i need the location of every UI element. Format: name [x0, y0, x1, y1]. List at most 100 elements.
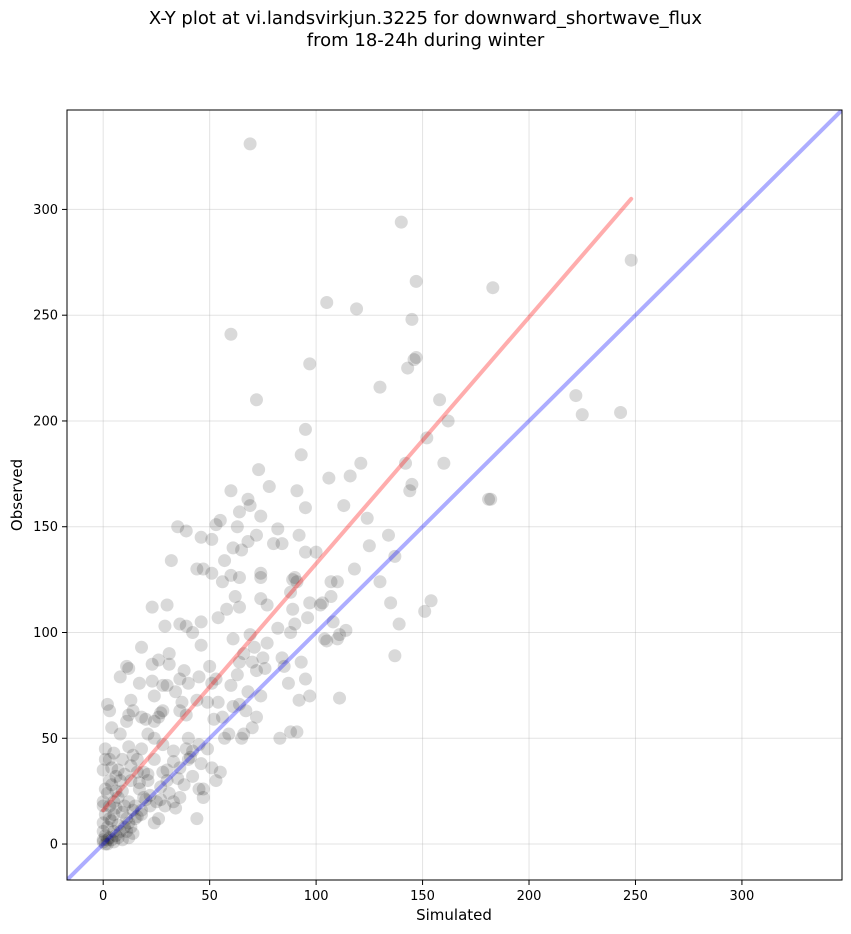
- scatter-point: [137, 791, 151, 804]
- scatter-point: [111, 791, 125, 804]
- scatter-point: [154, 706, 168, 720]
- scatter-point: [320, 296, 334, 309]
- scatter-point: [122, 795, 136, 809]
- scatter-point: [111, 763, 125, 777]
- scatter-point: [105, 721, 119, 735]
- scatter-point: [111, 831, 125, 845]
- y-axis-ticks: 0 50 100 150 200 250 300: [33, 203, 67, 853]
- scatter-point: [333, 691, 347, 705]
- scatter-point: [205, 676, 219, 690]
- scatter-point: [173, 704, 187, 718]
- scatter-point: [275, 537, 289, 551]
- scatter-point: [109, 784, 123, 798]
- reference-lines: [67, 110, 842, 880]
- scatter-point: [441, 414, 455, 428]
- scatter-point: [154, 793, 168, 807]
- scatter-point: [98, 782, 112, 796]
- scatter-point: [192, 670, 206, 684]
- scatter-point: [405, 477, 419, 491]
- scatter-point: [124, 693, 138, 707]
- scatter-point: [109, 769, 123, 783]
- scatter-point: [209, 672, 223, 686]
- scatter-point: [179, 619, 193, 633]
- scatter-point: [117, 799, 131, 813]
- scatter-point: [126, 803, 140, 817]
- scatter-point: [298, 545, 312, 559]
- scatter-point: [107, 807, 121, 821]
- scatter-point: [96, 824, 110, 838]
- scatter-point: [115, 805, 129, 819]
- scatter-point: [173, 672, 187, 686]
- scatter-point: [211, 611, 225, 625]
- scatter-point: [115, 833, 129, 847]
- scatter-point: [147, 731, 161, 745]
- scatter-point: [107, 746, 121, 760]
- scatter-point: [424, 594, 438, 608]
- scatter-point: [126, 748, 140, 762]
- scatter-point: [249, 664, 263, 678]
- chart-title-line-1: X-Y plot at vi.landsvirkjun.3225 for dow…: [148, 8, 703, 29]
- scatter-point: [122, 661, 136, 675]
- scatter-point: [160, 763, 174, 777]
- scatter-point: [103, 774, 117, 788]
- scatter-point: [135, 803, 149, 817]
- scatter-point: [207, 712, 221, 726]
- scatter-point: [160, 678, 174, 692]
- scatter-point: [122, 708, 136, 722]
- scatter-point: [284, 626, 298, 639]
- x-axis-label: Simulated: [416, 906, 492, 924]
- scatter-point: [228, 590, 242, 604]
- scatter-point: [173, 617, 187, 631]
- grid-lines: [67, 110, 842, 880]
- scatter-point: [156, 704, 170, 718]
- scatter-point: [330, 632, 344, 646]
- scatter-point: [254, 592, 268, 606]
- scatter-point: [318, 632, 332, 646]
- scatter-point: [292, 693, 306, 707]
- scatter-point: [135, 640, 149, 654]
- y-axis-label: Observed: [8, 459, 26, 531]
- scatter-point: [288, 617, 302, 631]
- scatter-point: [249, 710, 263, 724]
- scatter-point: [226, 700, 240, 714]
- scatter-point: [249, 528, 263, 542]
- scatter-point: [271, 522, 285, 536]
- scatter-point: [147, 752, 161, 766]
- y-tick-label: 150: [33, 520, 58, 535]
- scatter-point: [362, 539, 376, 553]
- scatter-point: [232, 600, 246, 614]
- scatter-point: [201, 742, 215, 756]
- scatter-point: [120, 659, 134, 673]
- scatter-point: [117, 767, 131, 781]
- scatter-point: [215, 710, 229, 724]
- scatter-point: [156, 738, 170, 752]
- scatter-point: [290, 484, 304, 498]
- scatter-point: [122, 831, 136, 845]
- scatter-point: [117, 820, 131, 834]
- x-tick-label: 100: [304, 889, 329, 904]
- scatter-point: [388, 649, 402, 663]
- scatter-point: [277, 659, 291, 673]
- scatter-point: [347, 562, 361, 576]
- scatter-point: [183, 750, 197, 764]
- scatter-point: [109, 829, 123, 843]
- scatter-point: [98, 837, 112, 851]
- scatter-point: [205, 566, 219, 580]
- scatter-point: [203, 659, 217, 673]
- y-tick-label: 100: [33, 626, 58, 641]
- scatter-point: [181, 676, 195, 690]
- scatter-point: [401, 361, 415, 375]
- x-tick-label: 150: [410, 889, 435, 904]
- scatter-point: [209, 518, 223, 532]
- scatter-point: [239, 704, 253, 718]
- scatter-point: [166, 795, 180, 809]
- scatter-point: [122, 816, 136, 830]
- scatter-point: [196, 791, 210, 804]
- scatter-point: [326, 615, 340, 629]
- scatter-point: [181, 752, 195, 766]
- scatter-point: [171, 520, 185, 534]
- scatter-point: [624, 253, 638, 267]
- scatter-point: [392, 617, 406, 631]
- scatter-point: [407, 353, 421, 367]
